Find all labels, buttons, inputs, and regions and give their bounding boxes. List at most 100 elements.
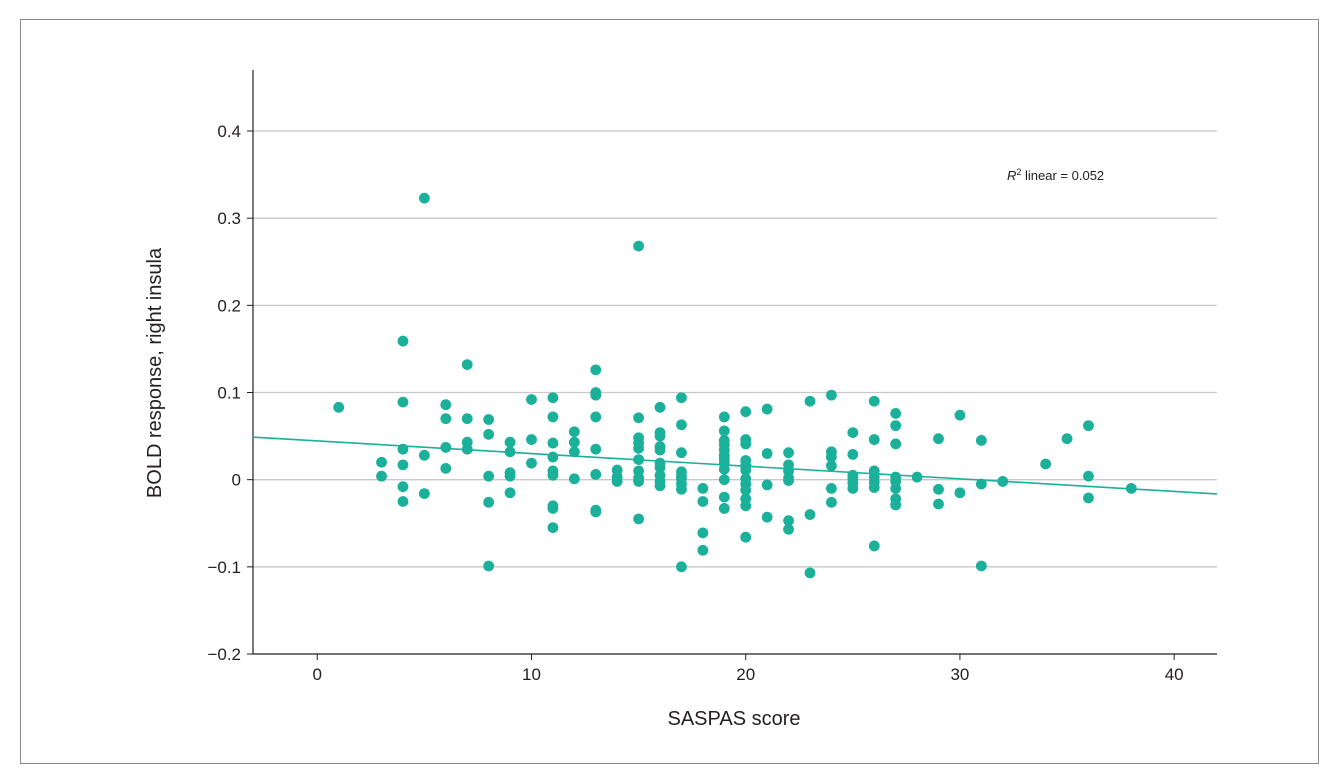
regression-line xyxy=(252,436,1218,495)
data-point xyxy=(933,433,944,445)
data-point xyxy=(804,395,816,407)
data-point xyxy=(654,480,666,492)
data-point xyxy=(504,470,516,482)
data-point xyxy=(826,496,837,508)
y-axis-title: BOLD response, right insula xyxy=(144,247,166,498)
data-point xyxy=(890,420,902,432)
data-point xyxy=(676,483,687,495)
data-point xyxy=(633,454,644,466)
data-point xyxy=(547,522,559,534)
data-point xyxy=(676,392,687,404)
data-point xyxy=(590,469,602,480)
data-point xyxy=(868,434,880,445)
data-point xyxy=(911,471,923,483)
data-point xyxy=(783,475,794,486)
data-point xyxy=(1083,420,1094,432)
x-tick-label: 10 xyxy=(522,665,541,684)
y-tick-label: 0.4 xyxy=(217,122,241,141)
data-point xyxy=(397,481,409,493)
data-point xyxy=(461,359,473,371)
grid-lines xyxy=(253,130,1217,568)
data-point xyxy=(890,499,902,511)
data-points xyxy=(333,192,1137,579)
data-point xyxy=(547,437,559,449)
y-tick-label: 0 xyxy=(232,471,241,490)
data-point xyxy=(418,192,430,204)
data-point xyxy=(1040,458,1052,470)
data-point xyxy=(676,419,687,431)
data-point xyxy=(740,406,752,418)
data-point xyxy=(890,482,902,494)
data-point xyxy=(461,443,473,455)
data-point xyxy=(847,427,859,439)
data-point xyxy=(633,240,644,252)
data-point xyxy=(697,527,709,539)
data-point xyxy=(418,488,430,500)
data-point xyxy=(440,413,452,425)
data-point xyxy=(1083,492,1094,504)
data-point xyxy=(975,560,987,572)
data-point xyxy=(975,435,987,446)
y-tick-label: 0.2 xyxy=(217,296,241,315)
data-point xyxy=(826,451,837,463)
data-point xyxy=(868,395,880,407)
x-tick-label: 30 xyxy=(950,665,969,684)
r-squared-annotation: R2 linear = 0.052 xyxy=(1007,167,1104,183)
data-point xyxy=(590,506,602,518)
data-point xyxy=(718,491,730,503)
data-point xyxy=(718,425,730,437)
data-point xyxy=(975,478,987,490)
data-point xyxy=(804,567,816,579)
data-point xyxy=(547,451,559,463)
data-point xyxy=(826,389,837,401)
data-point xyxy=(654,430,666,442)
data-point xyxy=(547,503,559,514)
data-point xyxy=(783,515,794,527)
data-point xyxy=(526,394,537,405)
data-point xyxy=(740,464,752,476)
annotation-italic: R xyxy=(1007,168,1016,183)
data-point xyxy=(633,442,644,454)
data-point xyxy=(547,392,559,404)
data-point xyxy=(376,470,387,482)
axes xyxy=(247,70,1217,660)
data-point xyxy=(676,447,687,459)
data-point xyxy=(826,460,837,472)
data-point xyxy=(890,408,902,419)
data-point xyxy=(504,436,516,448)
x-axis-title: SASPAS score xyxy=(667,708,800,730)
data-point xyxy=(376,456,387,468)
data-point xyxy=(590,443,602,455)
data-point xyxy=(397,335,409,347)
data-point xyxy=(397,396,409,408)
data-point xyxy=(654,401,666,413)
data-point xyxy=(847,482,859,494)
data-point xyxy=(568,436,580,448)
data-point xyxy=(718,411,730,423)
data-point xyxy=(483,560,495,572)
data-point xyxy=(740,438,752,450)
data-point xyxy=(440,399,452,411)
data-point xyxy=(397,459,409,471)
data-point xyxy=(633,476,644,487)
data-point xyxy=(718,463,730,475)
tick-labels: −0.2 −0.1 0 0.1 0.2 0.3 0.4 0 10 20 30 40 xyxy=(207,122,1183,684)
data-point xyxy=(1125,482,1137,494)
data-point xyxy=(568,426,580,438)
data-point xyxy=(654,462,666,473)
data-point xyxy=(440,442,452,453)
data-point xyxy=(590,389,602,401)
data-point xyxy=(847,448,859,460)
data-point xyxy=(868,540,880,552)
data-point xyxy=(547,411,559,423)
data-point xyxy=(740,500,752,512)
data-point xyxy=(740,484,752,496)
data-point xyxy=(761,403,773,415)
data-point xyxy=(761,511,773,523)
annotation-text: linear = 0.052 xyxy=(1021,168,1104,183)
data-point xyxy=(483,428,495,440)
y-tick-label: 0.3 xyxy=(217,209,241,228)
data-point xyxy=(804,509,816,520)
data-point xyxy=(568,446,580,458)
